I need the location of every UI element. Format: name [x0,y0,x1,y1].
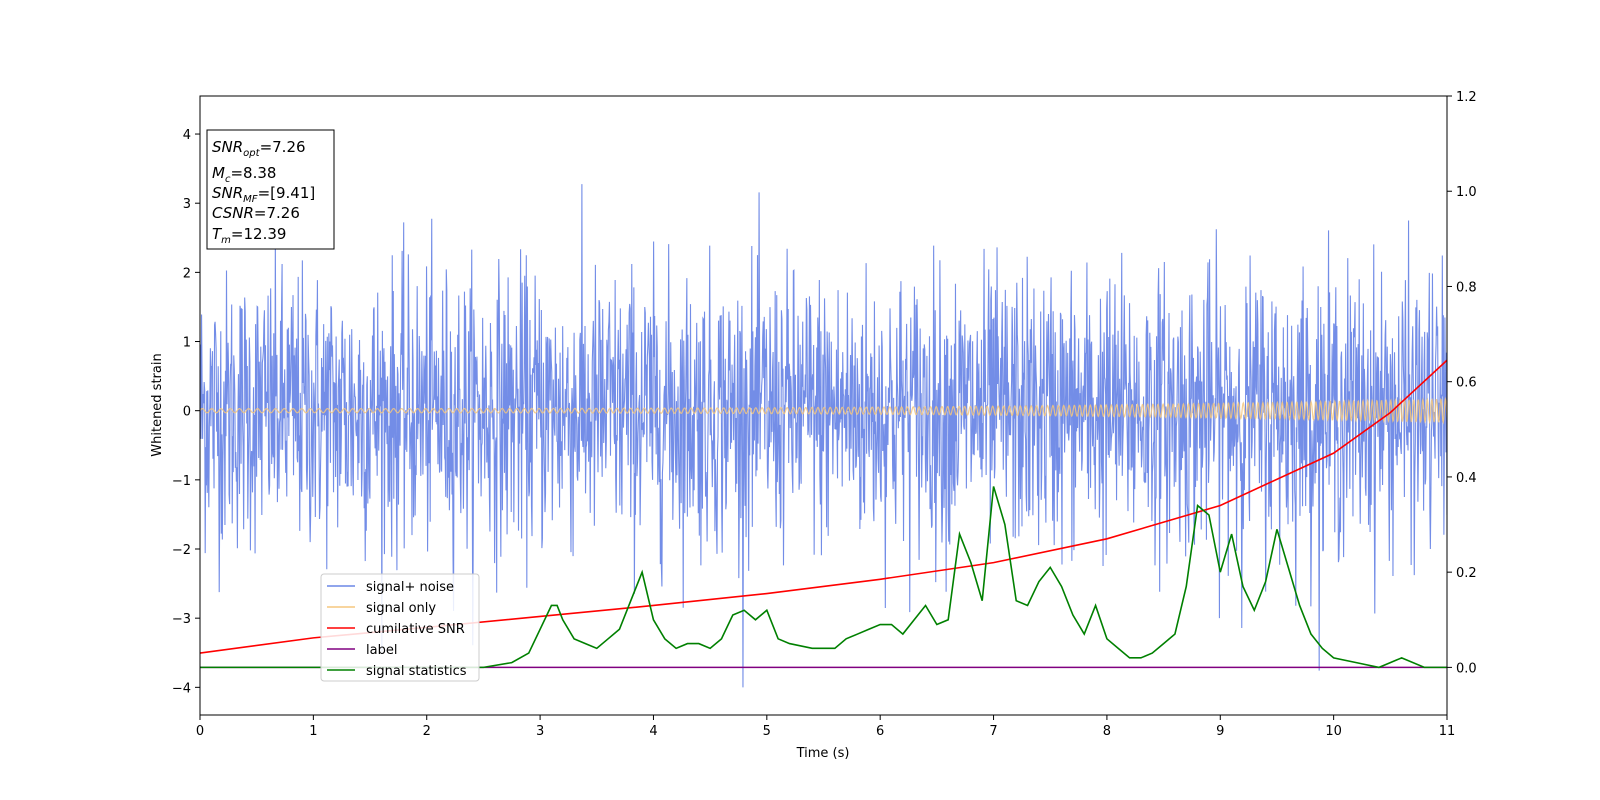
legend-entry: cumilative SNR [327,622,465,637]
y-tick-label: −3 [172,612,191,627]
y2-tick-label: 0.4 [1456,471,1477,486]
y-tick-label: 3 [183,197,191,212]
y-axis-label: Whitened strain [150,353,165,456]
x-tick-label: 2 [423,724,431,739]
y-tick-label: 2 [183,266,191,281]
plot-frame [199,95,1448,716]
annotation-sub: opt [243,148,260,159]
annotation-value: =8.38 [230,164,276,182]
y2-tick-label: 0.2 [1456,566,1477,581]
annotation-line-mc: Mc=8.38 [212,164,276,185]
annotation-value: =[9.41] [258,184,316,202]
series-line-signal-statistics [200,486,1447,669]
legend: signal+ noise signal only cumilative SNR… [320,573,480,682]
x-tick-label: 10 [1325,724,1342,739]
y2-tick-label: 1.0 [1456,185,1477,200]
annotation-name: SNR [212,138,243,156]
x-tick-label: 8 [1103,724,1111,739]
annotation-name: SNR [212,184,243,202]
x-axis-label: Time (s) [796,746,850,761]
legend-label: label [366,643,397,658]
legend-entry: signal only [327,601,436,616]
annotation-name: CSNR [212,204,254,222]
y-tick-label: 0 [183,405,191,420]
annotation-box: SNRopt=7.26 Mc=8.38 SNRMF=[9.41] CSNR=7.… [206,129,335,250]
x-tick-label: 4 [649,724,657,739]
x-tick-label: 7 [989,724,997,739]
annotation-line-snr-mf: SNRMF=[9.41] [212,184,315,205]
legend-label: signal statistics [366,664,467,679]
y-tick-label: −1 [172,474,191,489]
y-tick-label: 4 [183,128,191,143]
annotation-sub: MF [243,194,258,205]
y2-tick-label: 1.2 [1456,90,1477,105]
y2-tick-label: 0.8 [1456,280,1477,295]
y2-tick-label: 0.0 [1456,661,1477,676]
annotation-line-tm: Tm=12.39 [212,225,286,246]
series-line-signal-noise [200,184,1447,688]
annotation-line-snr-opt: SNRopt=7.26 [212,138,306,159]
x-tick-label: 1 [309,724,317,739]
legend-entry: label [327,643,397,658]
legend-label: cumilative SNR [366,622,465,637]
series-line-signal-only [200,396,1447,425]
legend-label: signal only [366,601,436,616]
annotation-sub: c [225,174,231,185]
legend-entry: signal+ noise [327,580,454,595]
legend-entry: signal statistics [327,664,467,679]
x-tick-label: 6 [876,724,884,739]
y-tick-label: −2 [172,543,191,558]
annotation-sub: m [221,235,231,246]
x-tick-label: 3 [536,724,544,739]
annotation-value: =7.26 [254,204,300,222]
annotation-name: M [212,164,225,182]
y-tick-label: −4 [172,681,191,696]
legend-label: signal+ noise [366,580,454,595]
x-tick-label: 9 [1216,724,1224,739]
x-tick-label: 0 [196,724,204,739]
axis-layer: 0 1 2 3 4 5 6 7 8 9 10 11 −4 −3 −2 −1 0 1 2 3 4 0.0 0.2 0.4 0.6 0… [172,90,1477,739]
x-tick-label: 11 [1439,724,1456,739]
annotation-value: =12.39 [231,225,287,243]
annotation-value: =7.26 [260,138,306,156]
x-tick-label: 5 [763,724,771,739]
legend-frame [320,573,480,682]
y2-tick-label: 0.6 [1456,376,1477,391]
annotation-line-csnr: CSNR=7.26 [212,204,300,222]
y-tick-label: 1 [183,336,191,351]
annotation-box-frame [206,129,335,250]
annotation-name: T [212,225,223,243]
